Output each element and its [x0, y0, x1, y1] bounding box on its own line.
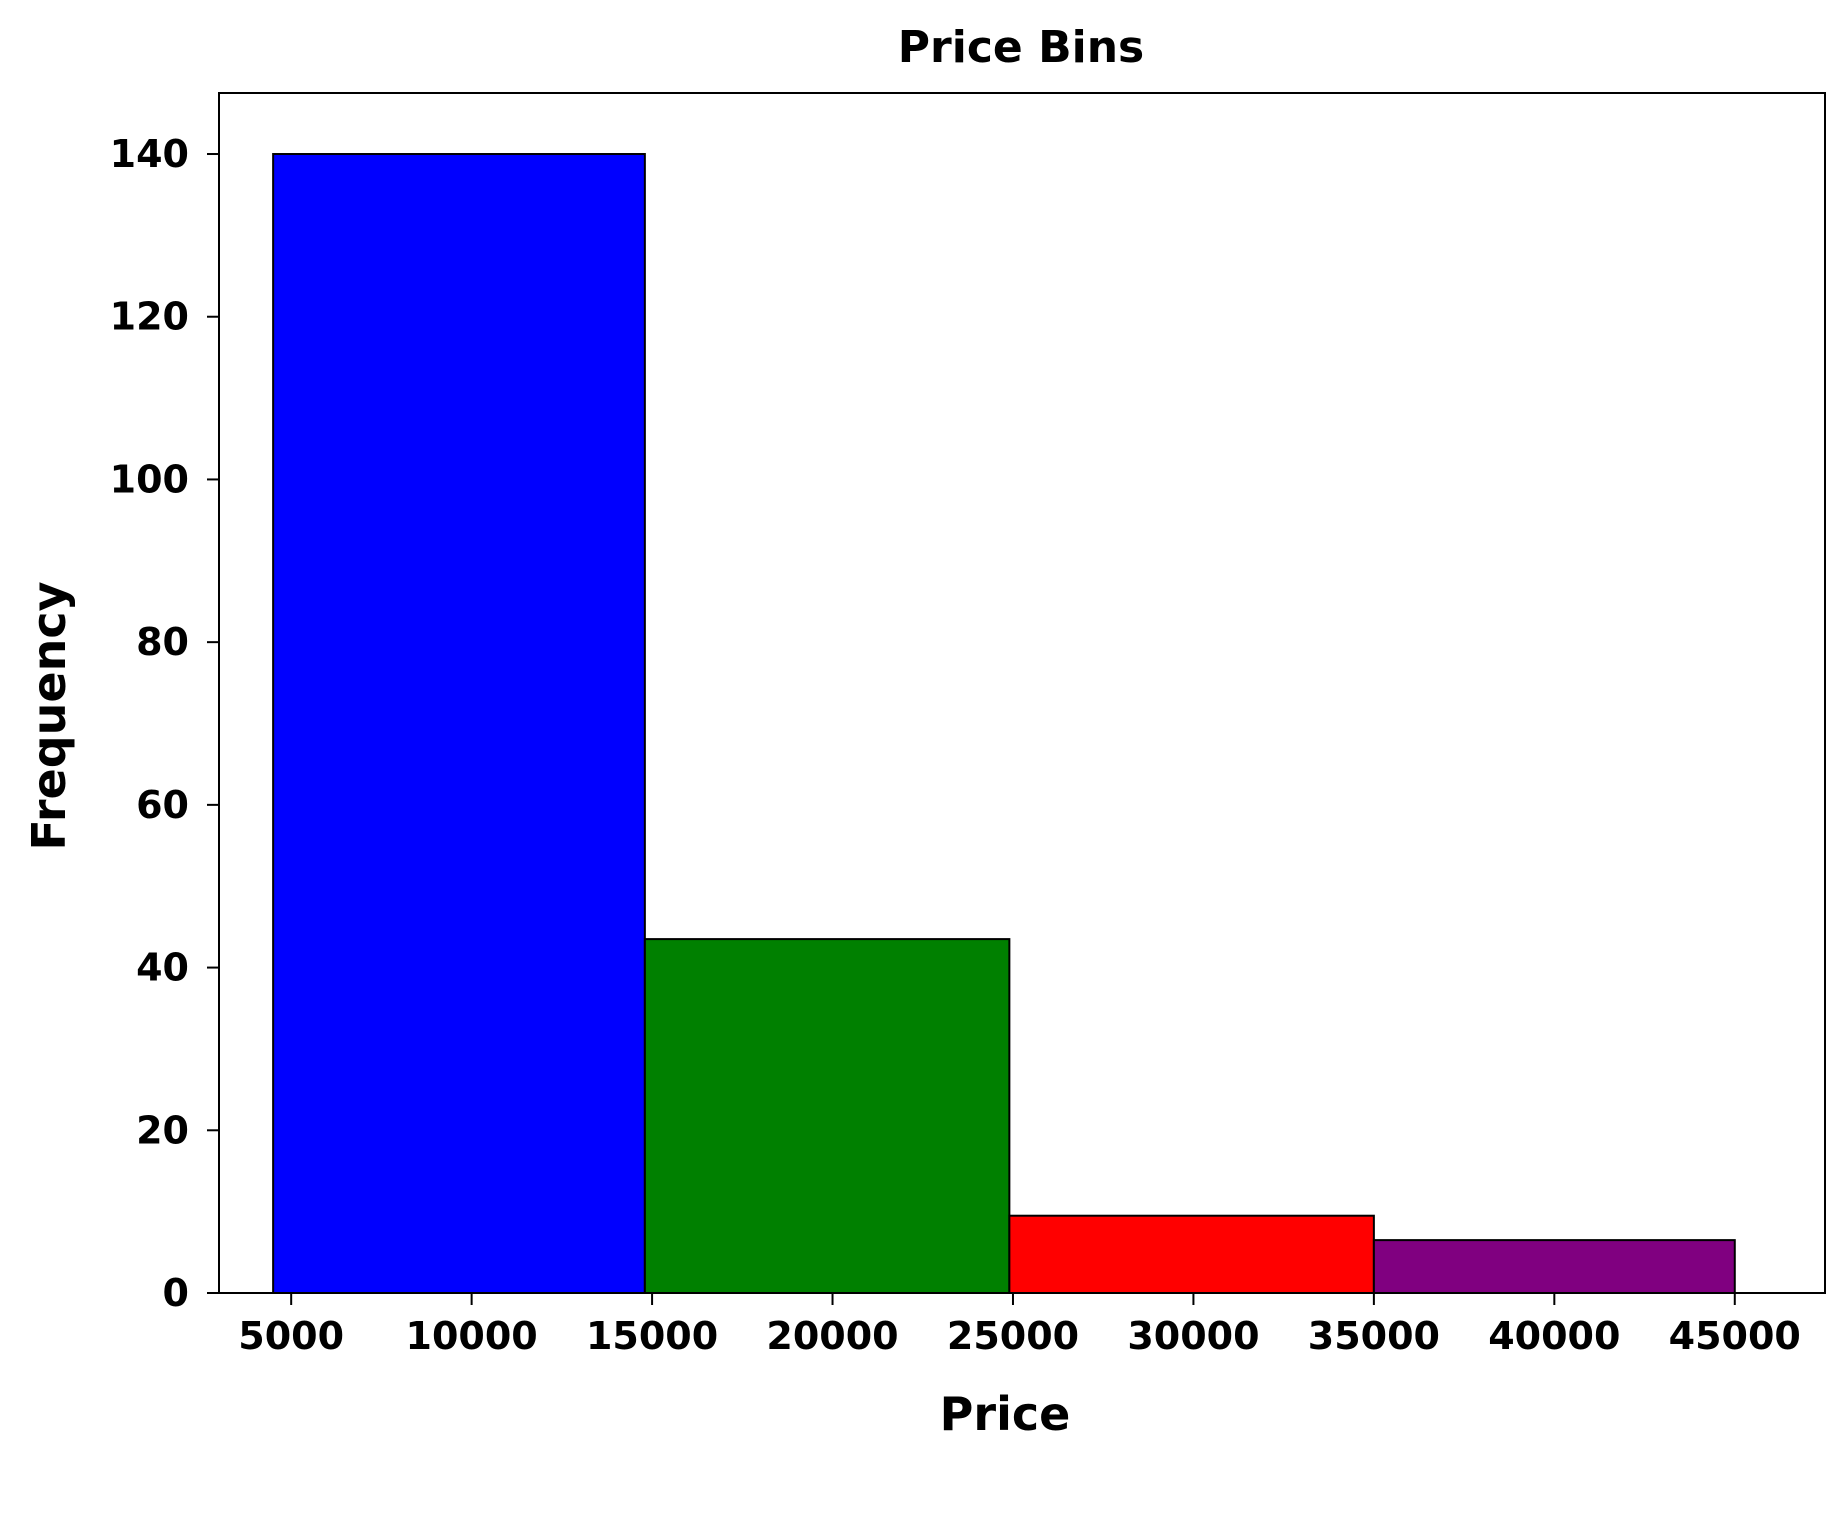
y-tick-label: 100 [110, 457, 189, 501]
y-axis-label: Frequency [22, 581, 76, 850]
y-tick-label: 0 [163, 1271, 189, 1315]
histogram-bar-2 [643, 938, 1011, 1294]
x-tick-label: 35000 [1308, 1314, 1440, 1358]
y-tick-label: 140 [110, 132, 189, 176]
y-tick-label: 40 [136, 946, 189, 990]
y-ticks-group: 0 20 40 60 80 100 120 140 [110, 132, 219, 1315]
histogram-bar-3 [1008, 1214, 1375, 1295]
x-tick-label: 40000 [1488, 1314, 1620, 1358]
plot-frame [218, 92, 1826, 1294]
x-tick-label: 10000 [406, 1314, 538, 1358]
x-tick-label: 25000 [947, 1314, 1079, 1358]
histogram-bar-4 [1372, 1239, 1736, 1295]
bars-group [272, 153, 1736, 1295]
chart-title: Price Bins [898, 22, 1144, 73]
x-tick-label: 5000 [238, 1314, 344, 1358]
x-axis-label: Price [940, 1387, 1071, 1441]
y-tick-label: 120 [110, 295, 189, 339]
histogram-bar-1 [272, 153, 646, 1294]
x-ticks-group: 5000 10000 15000 20000 25000 30000 35000 40000 4… [238, 1293, 1801, 1358]
x-tick-label: 20000 [766, 1314, 898, 1358]
x-tick-label: 15000 [586, 1314, 718, 1358]
x-tick-label: 30000 [1127, 1314, 1259, 1358]
y-tick-label: 60 [136, 783, 189, 827]
y-tick-label: 80 [136, 620, 189, 664]
x-tick-label: 45000 [1669, 1314, 1801, 1358]
y-tick-label: 20 [136, 1108, 189, 1152]
